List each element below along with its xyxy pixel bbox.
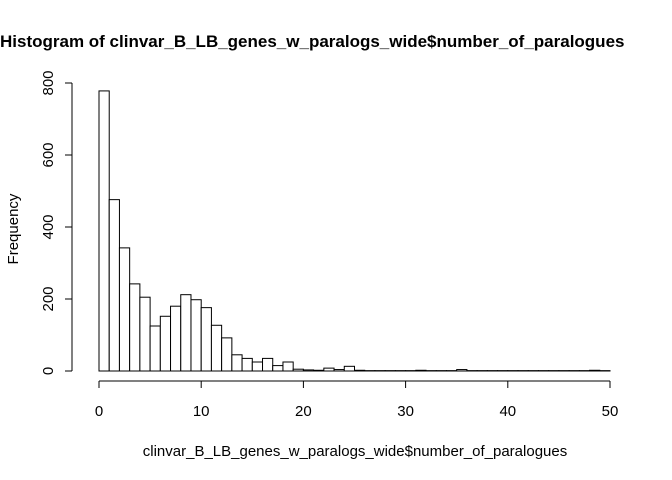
histogram-bars [98, 90, 611, 372]
histogram-bar [354, 369, 366, 372]
histogram-bar [98, 90, 110, 372]
x-tick-label: 0 [95, 403, 103, 420]
chart-title: Histogram of clinvar_B_LB_genes_w_paralo… [0, 32, 624, 51]
histogram-bar [302, 369, 315, 372]
histogram-bar [589, 369, 601, 372]
histogram-bar [313, 369, 325, 372]
y-tick-label: 800 [40, 70, 57, 95]
x-axis-label: clinvar_B_LB_genes_w_paralogs_wide$numbe… [143, 443, 567, 460]
histogram-bar [292, 368, 304, 372]
y-tick-label: 0 [40, 367, 57, 375]
histogram-bar [241, 357, 253, 372]
x-tick-label: 50 [602, 403, 619, 420]
histogram-bar [323, 367, 335, 372]
x-axis-ticks: 0 10 20 30 40 50 [95, 381, 619, 420]
histogram-bar [159, 315, 172, 372]
histogram-bar [231, 354, 243, 372]
y-axis-label: Frequency [5, 193, 22, 264]
histogram-bar [221, 337, 233, 372]
histogram-bar [415, 369, 427, 372]
histogram-bar [180, 294, 192, 372]
histogram-bar [456, 369, 468, 372]
histogram-bar [272, 365, 284, 372]
histogram-bar [210, 324, 223, 372]
y-tick-label: 400 [40, 214, 57, 239]
x-tick-label: 30 [397, 403, 414, 420]
y-axis-ticks: 0 200 400 600 800 [40, 70, 72, 375]
histogram-bar [129, 283, 141, 372]
histogram-bar [149, 325, 161, 372]
x-tick-label: 10 [193, 403, 210, 420]
histogram-bar [333, 369, 345, 372]
y-tick-label: 200 [40, 286, 57, 311]
histogram-bar [262, 357, 274, 372]
x-tick-label: 40 [499, 403, 516, 420]
histogram-bar [170, 305, 182, 372]
y-tick-label: 600 [40, 142, 57, 167]
x-tick-label: 20 [295, 403, 312, 420]
histogram-bar [118, 247, 131, 372]
histogram-bar [139, 296, 151, 372]
histogram-bar [190, 299, 202, 372]
histogram-bar [200, 307, 212, 372]
histogram-bar [251, 361, 264, 372]
histogram-bar [343, 365, 355, 372]
histogram-bar [108, 199, 120, 372]
histogram-bar [282, 361, 294, 372]
